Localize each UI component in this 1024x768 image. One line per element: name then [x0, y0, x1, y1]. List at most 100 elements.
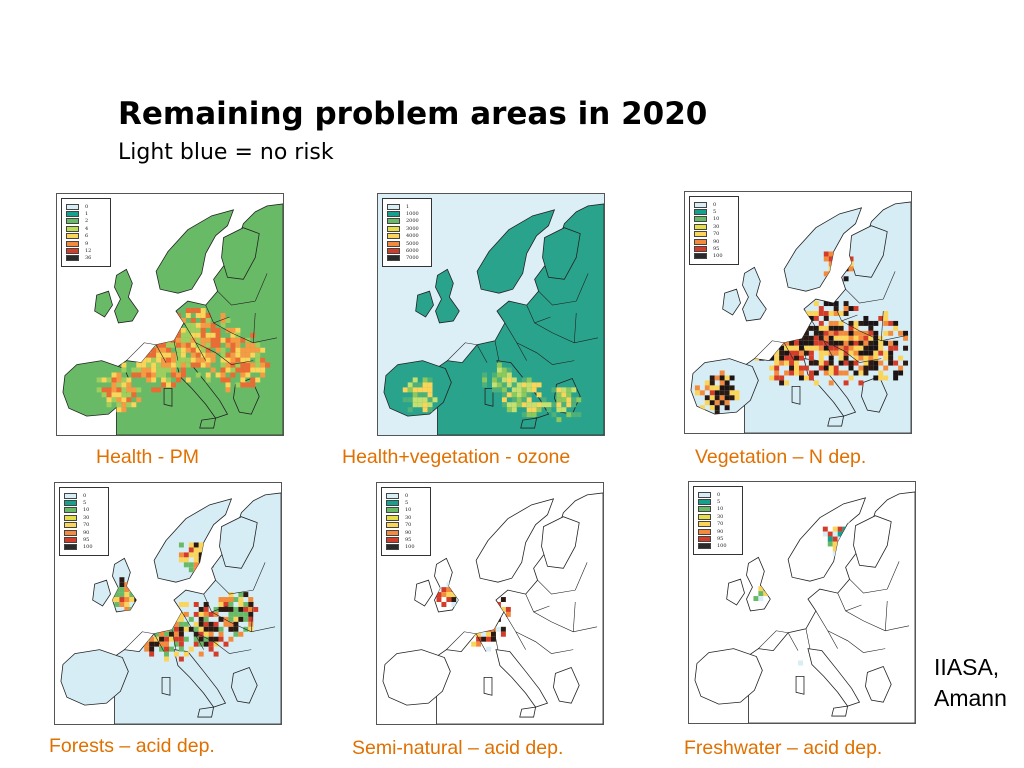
legend-swatch [387, 203, 400, 210]
map-freshwater-acid-dep: 0 5 10 30 70 90 95 100 [688, 481, 916, 724]
legend-label: 0 [85, 203, 89, 210]
map-health-vegetation-ozone: 1 1000 2000 3000 4000 5000 6000 7000 [377, 193, 605, 436]
land-italy [807, 648, 861, 707]
map-legend: 1 1000 2000 3000 4000 5000 6000 7000 [382, 198, 432, 267]
legend-row: 100 [694, 253, 735, 260]
legend-row: 1 [66, 210, 107, 218]
legend-swatch [698, 513, 711, 520]
land-ireland [92, 579, 111, 607]
legend-label: 10 [717, 506, 724, 513]
legend-label: 4000 [406, 233, 419, 240]
legend-row: 100 [698, 543, 739, 550]
legend-label: 30 [717, 513, 724, 520]
legend-swatch [386, 492, 399, 499]
legend-row: 12 [66, 247, 107, 255]
map-health-pm: 0 1 2 4 6 9 12 36 [56, 193, 284, 436]
legend-swatch [66, 233, 79, 240]
caption-freshwater-acid-dep: Freshwater – acid dep. [684, 737, 883, 759]
caption-forests-acid-dep: Forests – acid dep. [49, 735, 215, 757]
land-sicily [831, 705, 849, 717]
legend-swatch [694, 231, 707, 238]
legend-label: 6000 [406, 248, 419, 255]
legend-row: 70 [698, 521, 739, 528]
legend-label: 10 [713, 216, 720, 223]
legend-swatch [387, 233, 400, 240]
legend-swatch [698, 491, 711, 498]
legend-swatch [64, 500, 77, 507]
legend-swatch [64, 507, 77, 514]
legend-label: 1 [406, 203, 410, 210]
legend-swatch [64, 492, 77, 499]
legend-label: 5 [405, 500, 409, 507]
legend-label: 5 [83, 500, 87, 507]
legend-swatch [387, 225, 400, 232]
legend-label: 70 [713, 231, 720, 238]
legend-row: 100 [386, 544, 427, 551]
caption-health-pm: Health - PM [96, 446, 199, 468]
legend-swatch [64, 537, 77, 544]
legend-row: 0 [698, 491, 739, 498]
legend-row: 30 [694, 223, 735, 230]
land-sardinia [163, 387, 173, 407]
legend-label: 30 [405, 514, 412, 521]
legend-row: 90 [694, 238, 735, 245]
land-finland [542, 227, 581, 280]
map-legend: 0 5 10 30 70 90 95 100 [689, 196, 739, 265]
legend-row: 95 [694, 245, 735, 253]
legend-swatch [386, 544, 399, 551]
legend-label: 0 [713, 201, 717, 208]
land-scandinavia [475, 498, 555, 583]
legend-row: 0 [66, 203, 107, 210]
legend-swatch [698, 521, 711, 528]
legend-swatch [386, 522, 399, 529]
land-sardinia [795, 675, 805, 695]
legend-label: 5000 [406, 240, 419, 247]
legend-swatch [66, 218, 79, 225]
legend-row: 9 [66, 240, 107, 247]
land-britain [742, 266, 767, 322]
legend-label: 1 [85, 211, 89, 218]
legend-row: 36 [66, 255, 107, 262]
legend-swatch [694, 223, 707, 230]
land-greece [865, 665, 892, 703]
land-britain [746, 556, 771, 612]
legend-swatch [66, 211, 79, 218]
legend-row: 7000 [387, 255, 428, 262]
legend-label: 90 [83, 529, 90, 536]
legend-label: 90 [405, 529, 412, 536]
legend-swatch [698, 528, 711, 535]
land-ireland [414, 579, 433, 607]
legend-swatch [66, 225, 79, 232]
land-ireland [415, 290, 434, 318]
legend-swatch [386, 529, 399, 536]
legend-row: 95 [64, 536, 105, 544]
legend-label: 3000 [406, 225, 419, 232]
legend-label: 5 [713, 209, 717, 216]
land-italy [495, 649, 549, 708]
legend-swatch [694, 201, 707, 208]
land-greece [553, 666, 580, 704]
land-scandinavia [476, 209, 556, 294]
land-britain [435, 268, 460, 324]
legend-label: 2000 [406, 218, 419, 225]
legend-label: 0 [405, 492, 409, 499]
legend-row: 1 [387, 203, 428, 210]
land-sardinia [484, 387, 494, 407]
legend-swatch [66, 203, 79, 210]
legend-label: 90 [713, 238, 720, 245]
legend-row: 5 [386, 499, 427, 507]
land-sicily [519, 706, 537, 718]
legend-swatch [694, 216, 707, 223]
land-ireland [94, 290, 113, 318]
legend-swatch [386, 514, 399, 521]
legend-label: 10 [83, 507, 90, 514]
land-finland [541, 516, 580, 569]
legend-swatch [698, 506, 711, 513]
legend-swatch [64, 529, 77, 536]
legend-swatch [387, 255, 400, 262]
legend-row: 4 [66, 225, 107, 232]
land-scandinavia [783, 207, 863, 292]
legend-row: 0 [694, 201, 735, 208]
legend-swatch [386, 537, 399, 544]
legend-label: 30 [83, 514, 90, 521]
